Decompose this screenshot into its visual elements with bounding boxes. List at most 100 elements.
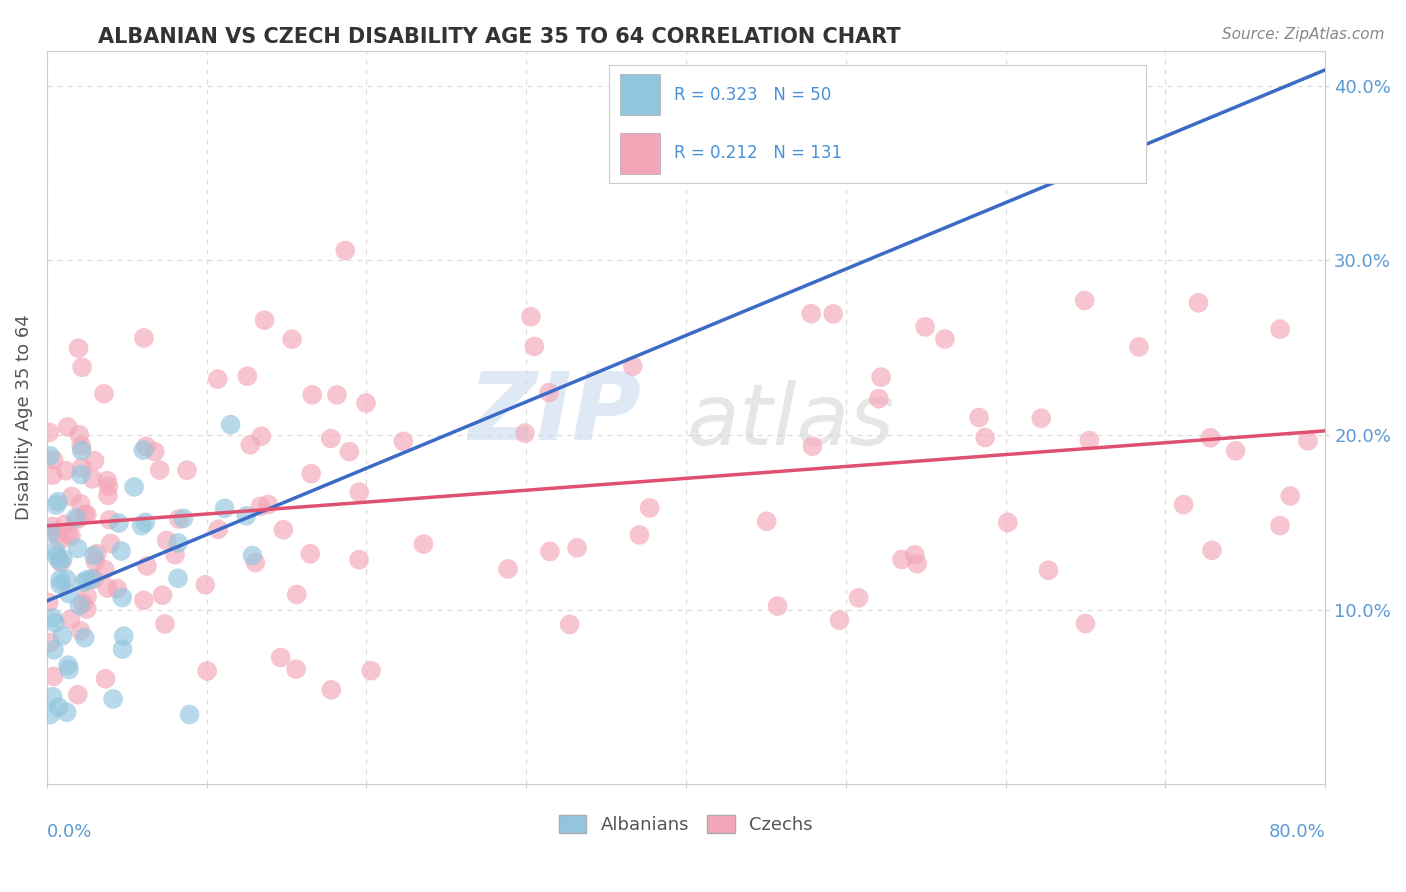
Point [207,372,229,386]
Point [80,572,103,586]
Point [890,552,912,566]
Point [1279,489,1302,503]
Point [111,591,134,605]
Point [42,453,65,467]
Point [67,512,90,526]
Point [45,525,67,540]
Point [49,573,72,587]
Point [905,557,928,571]
Point [55,572,77,586]
Point [242,549,264,563]
Point [236,369,259,384]
Point [1031,411,1053,425]
Point [42,643,65,657]
Point [66,688,89,702]
Point [94,563,117,577]
Point [70,443,93,458]
Point [45,498,67,512]
Point [53,517,76,532]
Point [45,549,67,563]
Text: ALBANIAN VS CZECH DISABILITY AGE 35 TO 64 CORRELATION CHART: ALBANIAN VS CZECH DISABILITY AGE 35 TO 6… [98,27,901,46]
Point [321,682,343,697]
Point [83,453,105,467]
Point [285,587,308,601]
Point [105,582,128,596]
Point [76,573,98,587]
Point [167,512,190,526]
Point [39,635,62,649]
Point [828,613,851,627]
Point [392,434,415,449]
Point [319,432,342,446]
Point [69,497,91,511]
Point [285,662,308,676]
Point [347,485,370,500]
Point [638,500,661,515]
Point [96,581,118,595]
Point [339,444,361,458]
Point [967,410,990,425]
Point [70,360,93,375]
Point [41,690,63,704]
Point [250,429,273,443]
Point [42,611,65,625]
Point [110,544,132,558]
Point [281,332,304,346]
Point [1296,434,1319,448]
Point [152,588,174,602]
Point [868,392,890,406]
Point [1201,543,1223,558]
Point [1199,431,1222,445]
Point [44,615,66,630]
Point [73,575,96,590]
Point [156,533,179,548]
Point [513,426,536,441]
Point [621,359,644,374]
Point [132,331,155,345]
Point [108,516,131,530]
Point [167,536,190,550]
Point [70,467,93,482]
Point [176,463,198,477]
Point [360,664,382,678]
Point [97,479,120,493]
Point [86,547,108,561]
Point [245,556,267,570]
Point [523,339,546,353]
Point [132,593,155,607]
Point [134,516,156,530]
Text: ZIP: ZIP [468,368,641,460]
Point [48,700,70,714]
Point [179,707,201,722]
Point [56,658,79,673]
Point [49,533,72,548]
Point [870,370,893,384]
Point [301,388,323,402]
Point [249,500,271,514]
Point [354,396,377,410]
Point [1173,498,1195,512]
Point [167,571,190,585]
Text: 80.0%: 80.0% [1268,823,1324,841]
Point [70,439,93,453]
Point [67,341,90,355]
Point [1073,293,1095,308]
Point [76,508,98,522]
Point [766,599,789,613]
Point [67,599,90,613]
Point [59,612,82,626]
Point [934,332,956,346]
Point [628,528,651,542]
Point [239,438,262,452]
Point [76,589,98,603]
Point [1268,518,1291,533]
Point [73,631,96,645]
Point [172,511,194,525]
Point [270,650,292,665]
Point [538,385,561,400]
Point [1038,563,1060,577]
Point [83,549,105,563]
Point [558,617,581,632]
Point [143,444,166,458]
Point [565,541,588,555]
